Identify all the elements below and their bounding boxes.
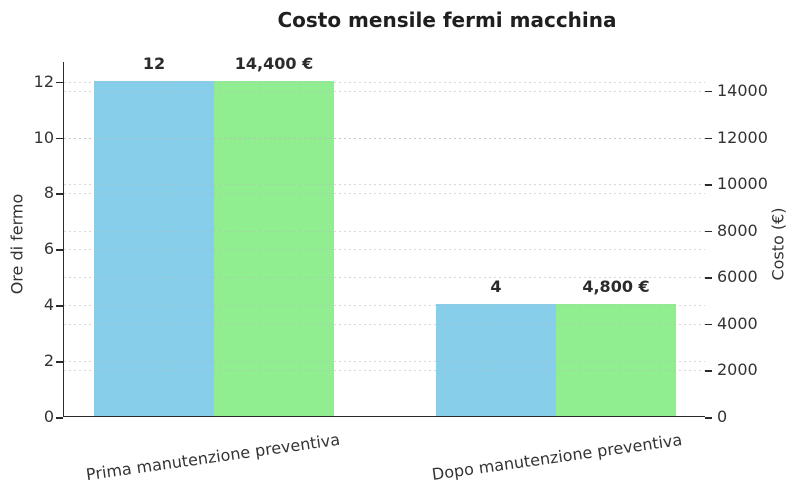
gridline (64, 230, 705, 232)
y-axis-left-tick-label: 2 (43, 351, 54, 371)
bar-hours (436, 304, 556, 416)
y-axis-right-tick-label: 2000 (717, 360, 758, 380)
y-axis-right-tick (705, 417, 712, 419)
gridline (64, 323, 705, 325)
gridline (64, 137, 705, 139)
bar-value-label: 14,400 € (234, 53, 314, 73)
y-axis-right-tick-label: 4000 (717, 313, 758, 333)
y-axis-right-tick (705, 277, 712, 279)
plot-area: 12 14,400 € 4 4,800 € (63, 54, 705, 417)
y-axis-left-tick-label: 10 (33, 127, 54, 147)
y-axis-left-tick (56, 361, 63, 363)
x-category-label: Prima manutenzione preventiva (84, 429, 342, 485)
x-category-label: Dopo manutenzione preventiva (430, 430, 684, 484)
y-axis-left-tick-label: 0 (43, 407, 54, 426)
bar-value-label: 4 (490, 277, 502, 297)
gridline (64, 305, 705, 307)
y-axis-left-tick (56, 417, 63, 419)
y-axis-left-tick (56, 305, 63, 307)
y-axis-right-tick-label: 10000 (717, 174, 768, 194)
y-axis-right-tick (705, 137, 712, 139)
gridline (64, 81, 705, 83)
gridline (64, 193, 705, 195)
y-axis-left-tick (56, 137, 63, 139)
y-axis-left-tick-label: 12 (33, 71, 54, 91)
y-axis-right-tick-label: 14000 (717, 80, 768, 100)
y-axis-right-tick (705, 90, 712, 93)
y-axis-right-tick (705, 184, 712, 186)
y-axis-right-tick-label: 6000 (717, 267, 758, 287)
y-axis-left-tick-label: 4 (43, 295, 54, 315)
right-axis-label: Costo (€) (768, 207, 788, 281)
y-axis-left-tick-label: 8 (43, 183, 54, 203)
y-axis-right-tick-label: 12000 (717, 127, 768, 147)
y-axis-right-tick (705, 370, 712, 372)
y-axis-right-tick (705, 230, 712, 233)
y-axis-left-tick-label: 6 (43, 239, 54, 259)
chart-title: Costo mensile fermi macchina (277, 8, 617, 32)
gridline (64, 249, 705, 251)
y-axis-right-tick (705, 323, 712, 326)
bar-cost (214, 80, 334, 416)
bar-value-label: 12 (142, 53, 166, 73)
y-axis-left-tick (56, 81, 63, 84)
gridline (64, 184, 705, 186)
y-axis-right-tick-label: 0 (717, 407, 728, 426)
bar-hours (94, 80, 214, 416)
gridline (64, 90, 705, 92)
gridline (64, 370, 705, 372)
y-axis-left-tick (56, 193, 63, 195)
y-axis-left-tick (56, 249, 63, 251)
gridline (64, 277, 705, 279)
y-axis-right-tick-label: 8000 (717, 220, 758, 240)
bar-cost (556, 304, 676, 416)
gridline (64, 361, 705, 363)
bar-value-label: 4,800 € (582, 277, 650, 297)
